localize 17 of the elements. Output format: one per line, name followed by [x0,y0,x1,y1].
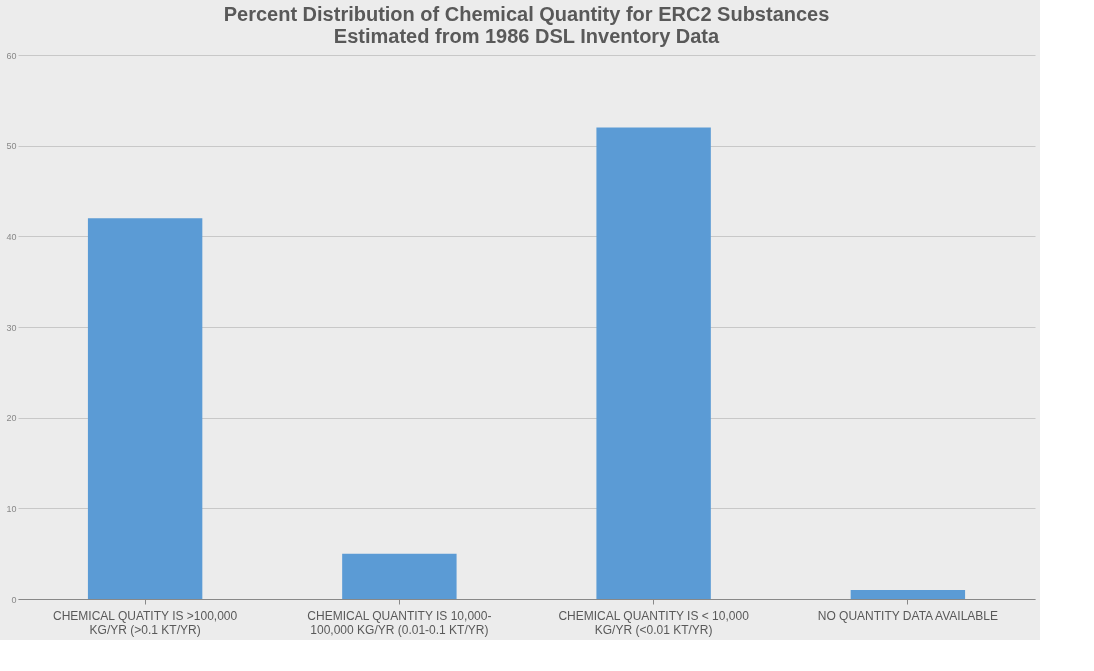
y-tick-label: 50 [6,141,17,152]
y-tick-label: 30 [6,322,17,333]
bar [87,218,203,599]
y-tick-label: 0 [11,594,17,605]
x-tick-label: NO QUANTITY DATA AVAILABLE [817,608,999,623]
y-tick-label: 20 [6,413,17,424]
text: Estimated from 1986 DSL Inventory Data [333,25,720,47]
bar [850,589,966,599]
x-tick-label: CHEMICAL QUATITY IS >100,000 KG/YR (>0.1 KT/YR) [53,608,238,637]
y-tick-label: 10 [6,503,17,514]
bar [596,127,711,599]
bar [342,553,457,599]
y-tick-label: 40 [6,231,17,242]
x-tick-label: CHEMICAL QUANTITY IS < 10,000 KG/YR (<0.01 KT/YR) [558,608,750,637]
text: Percent Distribution of Chemical Quantity for ERC2 Substances [223,3,830,25]
x-tick-label: CHEMICAL QUANTITY IS 10,000- 100,000 KG/YR (0.01-0.1 KT/YR) [307,608,492,637]
y-tick-label: 60 [6,50,17,61]
